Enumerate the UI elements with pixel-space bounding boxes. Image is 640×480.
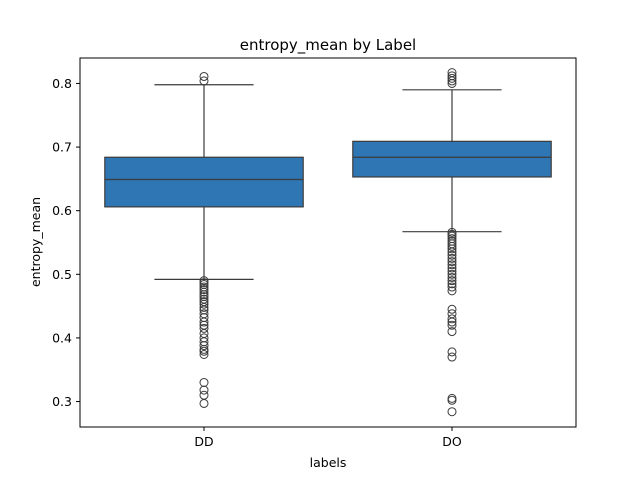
outlier-point (447, 286, 457, 296)
outlier-point (447, 272, 457, 282)
outlier-point (199, 71, 209, 81)
outlier-point (447, 393, 457, 403)
box-group-dd (104, 71, 304, 408)
iqr-box (352, 140, 552, 178)
outlier-point (447, 253, 457, 263)
outlier-point (447, 276, 457, 286)
outlier-point (447, 263, 457, 273)
x-tick-label: DD (194, 434, 213, 449)
outlier-point (447, 352, 457, 362)
iqr-box (104, 156, 304, 208)
outlier-point (447, 347, 457, 357)
outlier-point (447, 279, 457, 289)
outlier-point (447, 227, 457, 237)
y-tick-label: 0.6 (52, 203, 72, 218)
outlier-point (447, 304, 457, 314)
outlier-point (447, 71, 457, 81)
y-tick-label: 0.7 (52, 140, 72, 155)
outlier-point (447, 269, 457, 279)
outlier-point (447, 407, 457, 417)
outlier-point (447, 309, 457, 319)
outlier-point (199, 297, 209, 307)
plot-area (104, 68, 552, 417)
outlier-point (447, 234, 457, 244)
x-axis-label: labels (310, 455, 347, 470)
outlier-point (447, 282, 457, 292)
outlier-point (199, 276, 209, 286)
axes: 0.3 0.4 0.5 0.6 0.7 0.8 DD DO (52, 76, 462, 449)
outlier-point (199, 333, 209, 343)
y-tick-label: 0.4 (52, 330, 72, 345)
plot-frame (79, 57, 577, 428)
outlier-point (447, 260, 457, 270)
y-tick-label: 0.5 (52, 267, 72, 282)
outlier-point (447, 320, 457, 330)
outlier-point (199, 309, 209, 319)
outlier-point (199, 282, 209, 292)
box-group-do (352, 68, 552, 417)
outlier-point (199, 377, 209, 387)
outlier-point (447, 250, 457, 260)
y-axis-label: entropy_mean (28, 197, 43, 287)
outlier-point (447, 73, 457, 83)
chart-title: entropy_mean by Label (240, 36, 416, 55)
outlier-point (199, 323, 209, 333)
outlier-point (447, 236, 457, 246)
outlier-point (447, 68, 457, 78)
outlier-point (199, 76, 209, 86)
outlier-point (199, 285, 209, 295)
outlier-point (447, 327, 457, 337)
x-tick-label: DO (442, 434, 462, 449)
outlier-point (447, 266, 457, 276)
y-tick-label: 0.8 (52, 76, 72, 91)
y-tick-label: 0.3 (52, 394, 72, 409)
outlier-point (199, 294, 209, 304)
outlier-point (447, 314, 457, 324)
outlier-point (447, 257, 457, 267)
outlier-point (199, 349, 209, 359)
outlier-point (199, 390, 209, 400)
